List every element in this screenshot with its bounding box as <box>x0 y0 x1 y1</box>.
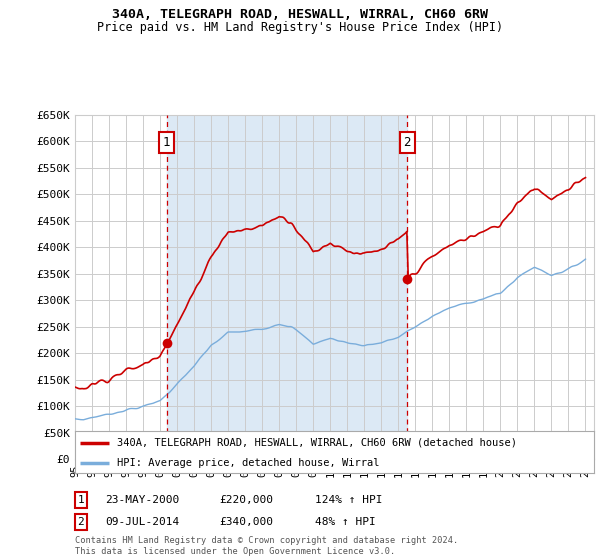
Text: £340,000: £340,000 <box>219 517 273 527</box>
Text: 1: 1 <box>77 495 85 505</box>
Text: Contains HM Land Registry data © Crown copyright and database right 2024.
This d: Contains HM Land Registry data © Crown c… <box>75 536 458 556</box>
Text: 2: 2 <box>403 136 411 149</box>
Text: 09-JUL-2014: 09-JUL-2014 <box>105 517 179 527</box>
Text: 1: 1 <box>163 136 170 149</box>
Text: 2: 2 <box>77 517 85 527</box>
Bar <box>167 115 407 459</box>
Text: 340A, TELEGRAPH ROAD, HESWALL, WIRRAL, CH60 6RW (detached house): 340A, TELEGRAPH ROAD, HESWALL, WIRRAL, C… <box>116 437 517 447</box>
Text: Price paid vs. HM Land Registry's House Price Index (HPI): Price paid vs. HM Land Registry's House … <box>97 21 503 34</box>
Text: 124% ↑ HPI: 124% ↑ HPI <box>315 495 383 505</box>
Text: 23-MAY-2000: 23-MAY-2000 <box>105 495 179 505</box>
Text: HPI: Average price, detached house, Wirral: HPI: Average price, detached house, Wirr… <box>116 458 379 468</box>
Text: 340A, TELEGRAPH ROAD, HESWALL, WIRRAL, CH60 6RW: 340A, TELEGRAPH ROAD, HESWALL, WIRRAL, C… <box>112 8 488 21</box>
Text: 48% ↑ HPI: 48% ↑ HPI <box>315 517 376 527</box>
Text: £220,000: £220,000 <box>219 495 273 505</box>
